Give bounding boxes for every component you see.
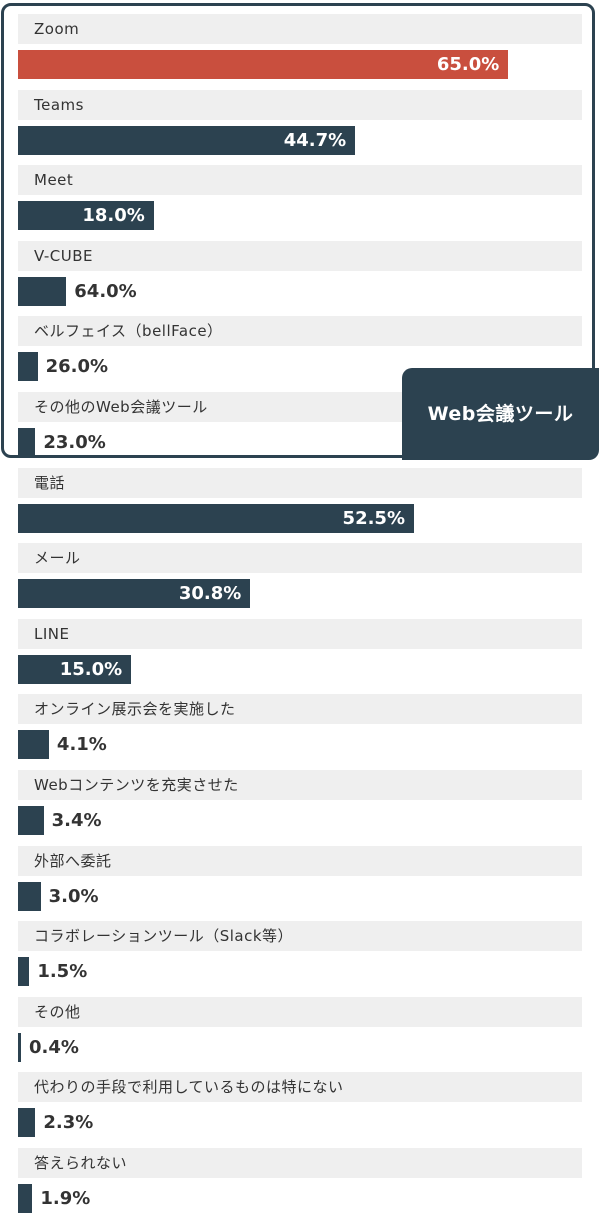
bar: [18, 352, 38, 382]
value-label: 26.0%: [45, 356, 109, 378]
category-label: オンライン展示会を実施した: [34, 700, 236, 719]
value-label: 64.0%: [74, 280, 137, 302]
category-label: 答えられない: [34, 1154, 128, 1172]
category-label: 電話: [34, 473, 66, 492]
bar: [18, 654, 132, 684]
chart-row: V-CUBE 64.0%: [0, 240, 600, 317]
category-label: メール: [34, 549, 81, 568]
value-label: 18.0%: [82, 205, 145, 227]
chart-row: 電話 52.5%: [0, 467, 600, 544]
category-band: メール: [18, 543, 582, 574]
category-label: 外部へ委託: [34, 851, 112, 870]
category-band: Meet: [18, 165, 582, 196]
chart-row: Zoom 65.0%: [0, 14, 600, 90]
bar: [18, 503, 414, 533]
category-band: 代わりの手段で利用しているものは特にない: [18, 1072, 582, 1103]
value-label: 3.0%: [48, 885, 99, 907]
category-band: オンライン展示会を実施した: [18, 694, 582, 725]
chart-row: 答えられない 1.9%: [0, 1148, 600, 1224]
category-band: コラボレーションツール（Slack等）: [18, 921, 582, 952]
category-band: ベルフェイス（bellFace）: [18, 316, 582, 347]
category-band: V-CUBE: [18, 240, 582, 271]
category-band: 電話: [18, 467, 582, 498]
category-band: Webコンテンツを充実させた: [18, 770, 582, 800]
category-band: LINE: [18, 618, 582, 649]
category-label: Webコンテンツを充実させた: [34, 776, 239, 794]
bar: [18, 201, 154, 231]
chart-row: コラボレーションツール（Slack等） 1.5%: [0, 921, 600, 997]
value-label: 2.3%: [43, 1112, 94, 1134]
bar: [18, 1032, 22, 1062]
chart-row: Webコンテンツを充実させた 3.4%: [0, 770, 600, 846]
category-label: Meet: [34, 171, 74, 190]
bar: [18, 730, 49, 760]
category-band: Teams: [18, 89, 582, 120]
bar: [18, 806, 44, 835]
value-label: 65.0%: [436, 54, 500, 75]
category-label: ベルフェイス（bellFace）: [34, 322, 223, 341]
category-label: その他: [34, 1002, 81, 1021]
category-band: その他: [18, 996, 582, 1027]
category-band: 答えられない: [18, 1148, 582, 1178]
value-label: 4.1%: [56, 734, 107, 756]
bar: [18, 1108, 36, 1138]
chart-row: メール 30.8%: [0, 543, 600, 619]
category-label: コラボレーションツール（Slack等）: [34, 927, 294, 946]
value-label: 0.4%: [29, 1036, 79, 1058]
category-label: LINE: [34, 624, 70, 643]
chart-row: ベルフェイス（bellFace） 26.0%: [0, 316, 600, 392]
category-band: 外部へ委託: [18, 845, 582, 876]
category-label: その他のWeb会議ツール: [34, 398, 208, 416]
chart-row: LINE 15.0%: [0, 618, 600, 695]
category-label: 代わりの手段で利用しているものは特にない: [34, 1078, 344, 1097]
category-label: V-CUBE: [34, 246, 94, 265]
bar: [18, 579, 251, 609]
value-label: 30.8%: [178, 583, 242, 605]
web-meeting-group-label: Web会議ツール: [402, 368, 599, 460]
bar: [18, 428, 36, 457]
category-band: Zoom: [18, 14, 582, 44]
chart-row: Teams 44.7%: [0, 89, 600, 166]
chart-row: Meet 18.0%: [0, 165, 600, 241]
value-label: 1.5%: [37, 961, 88, 983]
bar: [18, 957, 30, 987]
bar: [18, 881, 41, 911]
chart-row: 外部へ委託 3.0%: [0, 845, 600, 922]
bar: [18, 50, 509, 79]
chart-row: オンライン展示会を実施した 4.1%: [0, 694, 600, 770]
value-label: 1.9%: [40, 1188, 91, 1209]
category-label: Teams: [34, 95, 84, 114]
chart-row: その他 0.4%: [0, 996, 600, 1073]
category-label: Zoom: [34, 20, 80, 38]
value-label: 3.4%: [51, 810, 102, 831]
bar: [18, 1184, 33, 1213]
bar: [18, 125, 356, 155]
value-label: 23.0%: [43, 432, 106, 453]
bar: [18, 276, 67, 306]
chart-row: 代わりの手段で利用しているものは特にない 2.3%: [0, 1072, 600, 1148]
value-label: 44.7%: [283, 129, 347, 151]
value-label: 15.0%: [59, 658, 123, 680]
value-label: 52.5%: [342, 507, 405, 529]
